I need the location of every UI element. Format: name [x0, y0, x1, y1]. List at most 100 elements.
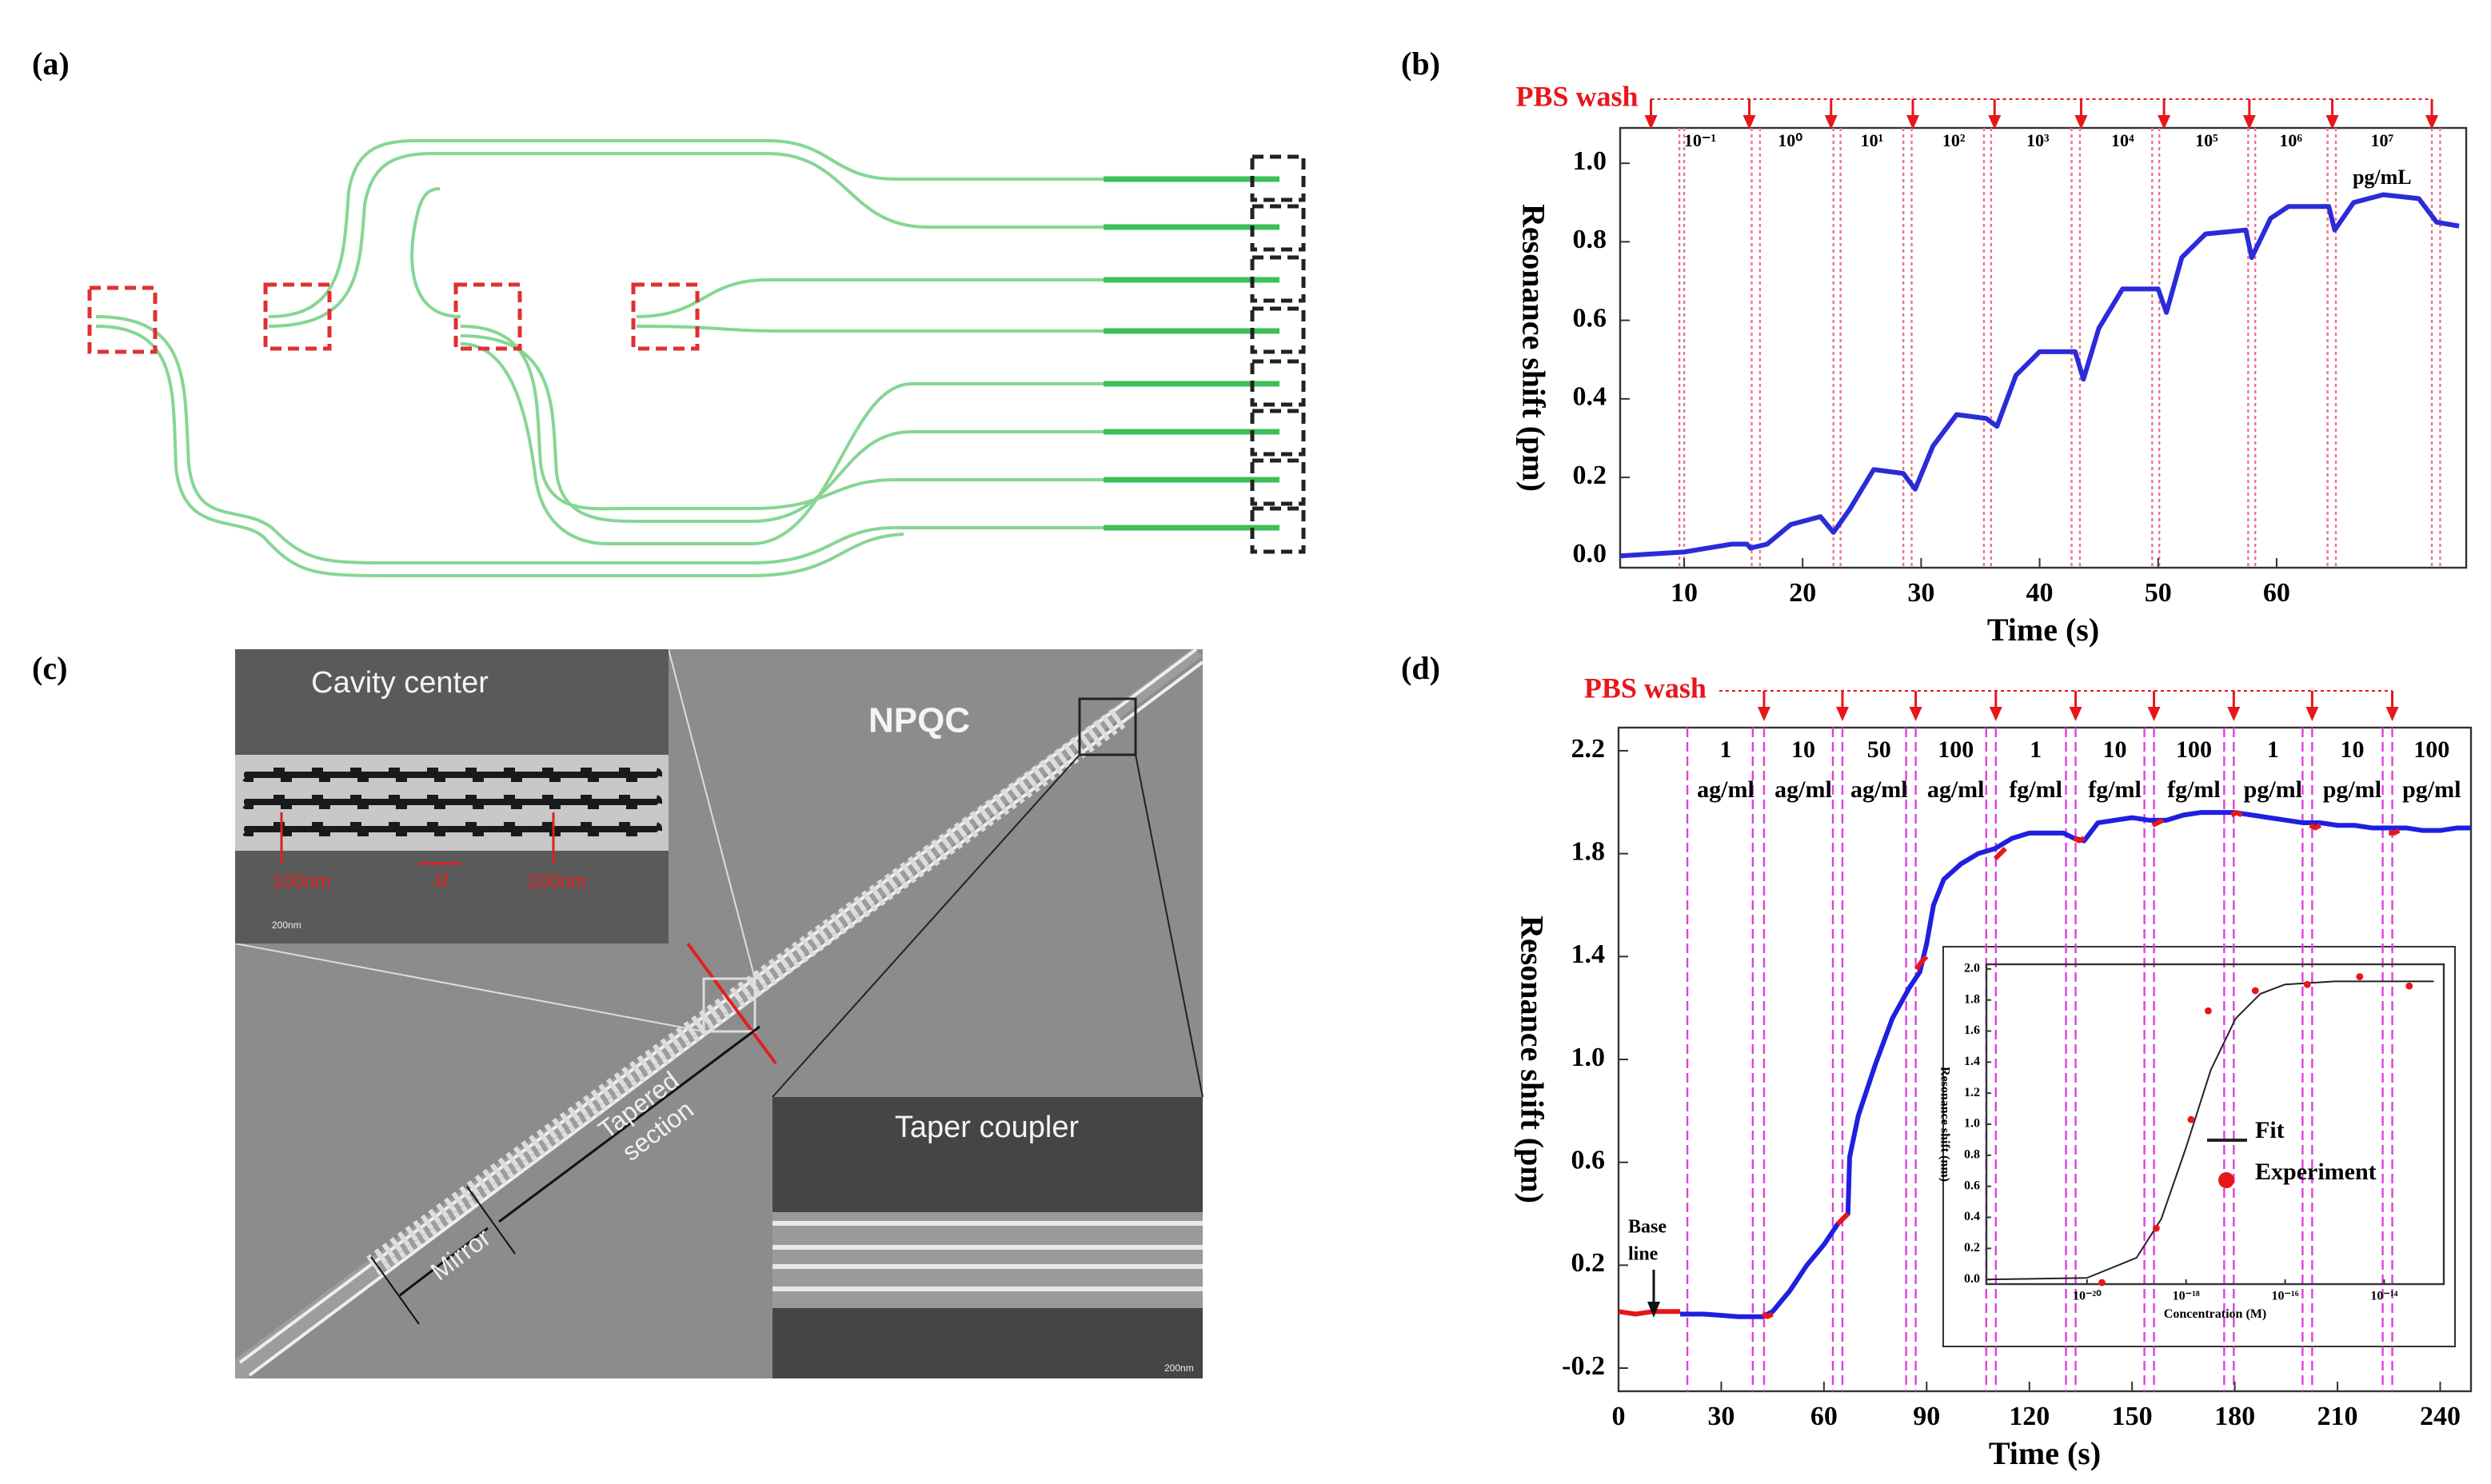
x-tick-label: 240 — [2420, 1402, 2461, 1431]
unit-label: pg/ml — [2402, 776, 2461, 803]
y-tick-label: 0.0 — [1573, 539, 1607, 568]
dimension-label: 200nm — [528, 871, 586, 892]
x-tick-label: 0 — [1612, 1402, 1626, 1431]
y-axis-label: Resonance shift (nm) — [1938, 1067, 1952, 1182]
data-point — [2187, 1115, 2195, 1123]
chart: 10 20 30 40 50 60 0.0 0.2 0.4 0.6 0.8 1.0 Time (s) Re… — [1515, 80, 2468, 648]
chart: 10⁻²⁰ 10⁻¹⁸ 10⁻¹⁶ 10⁻¹⁴ 0.0 0.2 0.4 0.6 0.8 1.0 1.… — [1938, 961, 2445, 1321]
legend-label: Fit — [2255, 1117, 2285, 1143]
arrow-head — [1988, 115, 2002, 130]
unit-label: ag/ml — [1697, 776, 1754, 803]
hole-array — [375, 720, 1128, 1276]
data-point — [2356, 973, 2364, 980]
legend-label: Experiment — [2255, 1159, 2377, 1185]
arrow-head — [1989, 707, 2002, 721]
unit-label: fg/ml — [2088, 776, 2142, 803]
y-tick-label: -0.2 — [1562, 1351, 1605, 1381]
zoom-line — [772, 754, 1080, 1098]
unit-label: pg/ml — [2323, 776, 2381, 803]
scale-bar-label: 200nm — [1164, 1362, 1194, 1374]
x-axis-label: Time (s) — [1987, 612, 2099, 648]
x-axis-label: Time (s) — [1989, 1435, 2101, 1471]
x-tick-label: 30 — [1907, 578, 1934, 608]
waveguide — [636, 278, 1263, 318]
x-tick-label: 10⁻²⁰ — [2073, 1290, 2102, 1303]
panel-label: (b) — [1401, 46, 1440, 82]
x-tick-label: 10 — [1671, 578, 1698, 608]
panel-label: (a) — [32, 46, 70, 82]
concentration-label: 10⁻¹ — [1684, 130, 1716, 150]
y-tick-label: 0.0 — [1964, 1272, 1980, 1286]
concentration-label: 10 — [2340, 736, 2364, 763]
concentration-label: 10 — [2103, 736, 2127, 763]
x-tick-label: 180 — [2214, 1402, 2255, 1431]
concentration-label: 10⁷ — [2370, 130, 2393, 150]
x-tick-label: 20 — [1789, 578, 1816, 608]
concentration-label: 1 — [2267, 736, 2279, 763]
arrow-head — [1743, 115, 1756, 130]
data-line — [1987, 980, 2434, 1281]
scale-bar-label: 200nm — [272, 920, 301, 931]
unit-label: pg/mL — [2353, 166, 2412, 189]
cavity-title: Cavity center — [311, 666, 489, 700]
dimension-label: 100nm — [272, 871, 330, 892]
dimension — [370, 1256, 420, 1325]
wash-label: PBS wash — [1584, 672, 1707, 704]
x-tick-label: 120 — [2009, 1402, 2050, 1431]
taper-title: Taper coupler — [895, 1111, 1080, 1144]
x-tick-label: 50 — [2145, 578, 2172, 608]
data-point — [2153, 1224, 2160, 1232]
waveguide — [268, 139, 1263, 318]
dimension-label: a — [435, 863, 449, 892]
arrow-head — [2147, 707, 2161, 721]
arrow-head — [2158, 115, 2171, 130]
y-tick-label: 0.6 — [1571, 1145, 1606, 1175]
y-tick-label: 0.2 — [1573, 461, 1607, 490]
x-tick-label: 90 — [1913, 1402, 1940, 1431]
dimension — [498, 1025, 760, 1223]
x-tick-label: 150 — [2112, 1402, 2153, 1431]
y-tick-label: 1.4 — [1964, 1055, 1980, 1068]
waveguide — [636, 325, 1263, 333]
y-tick-label: 1.8 — [1571, 836, 1606, 866]
unit-label: ag/ml — [1927, 776, 1985, 803]
data-point — [2251, 987, 2259, 995]
dimension — [399, 1227, 489, 1297]
arrow-head — [1647, 1302, 1660, 1318]
concentration-label: 10¹ — [1861, 130, 1884, 150]
ring-boxes — [87, 282, 700, 354]
zoom-line — [234, 943, 705, 1032]
wash-label: PBS wash — [1515, 80, 1638, 112]
taper-lines — [772, 1221, 1203, 1291]
inset-frame — [1942, 946, 2456, 1347]
x-axis-label: Concentration (M) — [2164, 1307, 2266, 1321]
y-tick-label: 1.0 — [1573, 146, 1607, 176]
concentration-label: 10² — [1942, 130, 1966, 150]
concentration-label: 100 — [1938, 736, 1974, 763]
zoom-box — [702, 977, 756, 1033]
y-tick-label: 0.4 — [1573, 382, 1607, 412]
waveguide — [268, 152, 1263, 328]
baseline-label: Base — [1628, 1217, 1667, 1238]
data-point — [2204, 1007, 2212, 1015]
concentration-label: 10⁴ — [2111, 130, 2134, 150]
x-tick-label: 60 — [2263, 578, 2290, 608]
arrow-head — [2242, 115, 2256, 130]
waveguide — [460, 334, 1263, 523]
y-tick-label: 0.8 — [1573, 225, 1607, 254]
arrow-head — [2325, 115, 2339, 130]
panel-labels: (a) (b) (c) (d) — [32, 46, 1440, 686]
data-point — [2098, 1279, 2106, 1287]
unit-label: fg/ml — [2009, 776, 2062, 803]
waveguide — [410, 187, 461, 318]
y-axis-label: Resonance shift (pm) — [1515, 916, 1551, 1203]
arrow-head — [1824, 115, 1838, 130]
output-boxes — [1250, 154, 1306, 554]
unit-label: fg/ml — [2167, 776, 2221, 803]
concentration-label: 10⁵ — [2195, 130, 2218, 150]
y-tick-label: 1.0 — [1571, 1043, 1606, 1072]
arrow-head — [2305, 707, 2319, 721]
x-tick-label: 30 — [1707, 1402, 1735, 1431]
x-tick-label: 210 — [2317, 1402, 2358, 1431]
